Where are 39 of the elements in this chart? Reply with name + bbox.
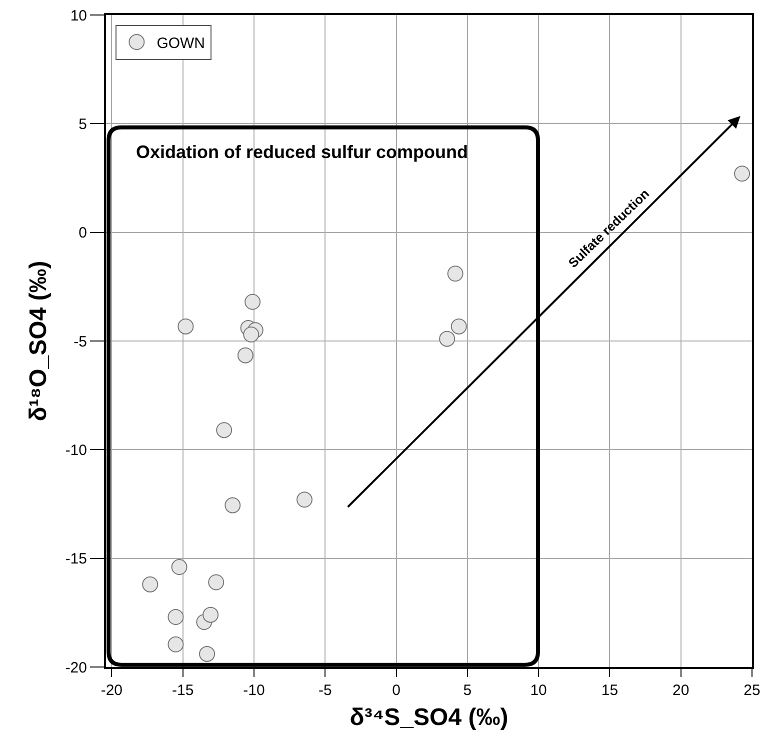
y-tick-label: -20: [65, 659, 87, 676]
y-tick-label: -15: [65, 550, 87, 568]
x-tick-label: 5: [463, 682, 472, 699]
point: [447, 266, 464, 282]
legend-label: GOWN: [156, 34, 206, 52]
x-tick-label: -10: [243, 682, 265, 699]
point: [216, 422, 232, 438]
point: [168, 636, 184, 652]
point: [168, 609, 184, 626]
point: [202, 606, 219, 623]
point: [296, 492, 312, 508]
annotation: Oxidation of reduced sulfur compound: [136, 142, 468, 162]
point: [237, 347, 254, 364]
y-tick-label: 5: [78, 116, 87, 133]
x-tick-label: 20: [672, 682, 690, 699]
y-tick-label: 10: [70, 7, 87, 24]
x-tick-label: 0: [392, 682, 400, 699]
y-tick-label: 0: [78, 224, 87, 242]
x-tick-label: -20: [100, 682, 123, 699]
y-tick-label: -10: [65, 442, 87, 459]
x-axis-title: δ³⁴S_SO4 (‰): [350, 704, 508, 731]
y-axis-title: δ¹⁸O_SO4 (‰): [24, 260, 52, 422]
point: [178, 318, 194, 334]
point: [450, 318, 467, 334]
point: [243, 326, 260, 342]
x-tick-label: 25: [744, 682, 760, 699]
point: [439, 330, 456, 347]
point: [171, 559, 188, 576]
x-tick-label: 15: [601, 682, 618, 699]
point: [208, 574, 224, 590]
x-tick-label: 10: [530, 682, 547, 699]
point: [142, 576, 158, 592]
point: [244, 294, 261, 310]
x-tick-label: -15: [172, 682, 194, 699]
point: [224, 497, 241, 514]
x-tick-label: -5: [318, 682, 332, 699]
y-tick-label: -5: [74, 333, 87, 350]
point: [199, 646, 216, 662]
point: [734, 166, 750, 182]
